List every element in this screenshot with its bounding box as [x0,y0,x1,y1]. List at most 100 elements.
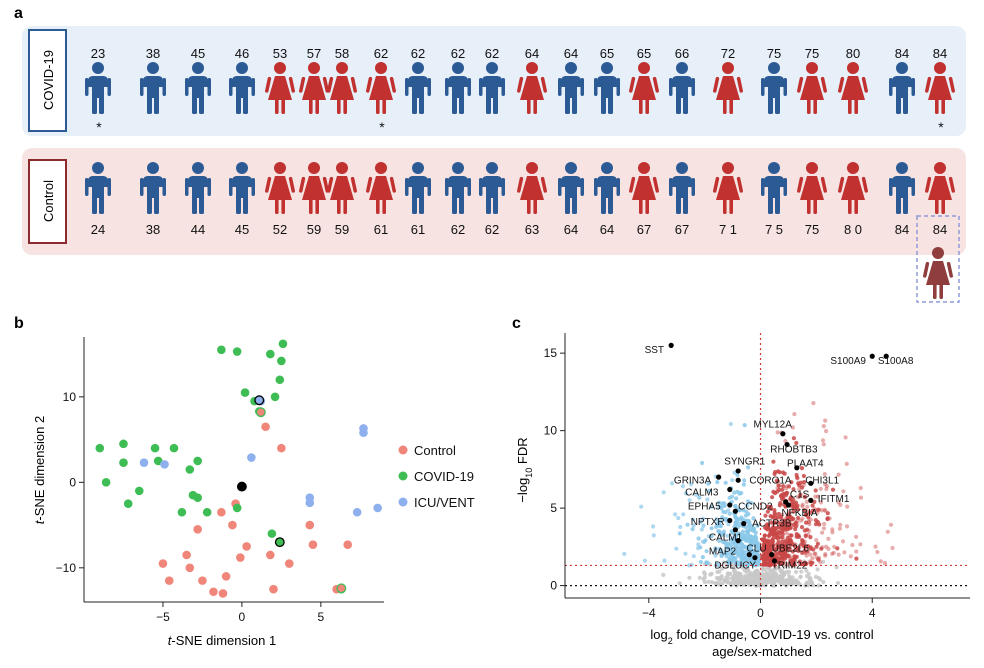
female-person-icon [366,162,396,214]
male-person-icon [185,62,211,114]
volcano-gene-point [790,524,796,529]
volcano-gene-point [821,579,826,585]
matched-control-highlight-box [916,215,960,303]
male-person-icon [229,62,255,114]
volcano-gene-point [781,528,786,533]
volcano-gene-point [760,547,765,553]
volcano-gene-point [802,550,808,555]
tsne-point-covid-19 [153,456,163,466]
volcano-gene-point [830,551,835,557]
volcano-gene-point [721,531,726,536]
volcano-gene-point [826,546,831,552]
tsne-x-tick-label: −5 [156,610,170,624]
volcano-labeled-gene-point [732,508,738,514]
volcano-gene-point [779,521,785,526]
covid-age-label: 38 [146,46,160,61]
male-person-icon [558,62,584,114]
tsne-legend-label: Control [414,443,456,458]
volcano-gene-point [683,551,688,556]
volcano-gene-point [782,545,787,550]
significance-star: * [379,119,385,135]
tsne-point-control [198,576,207,585]
volcano-gene-point [825,511,830,516]
volcano-labeled-gene-point [794,465,800,471]
volcano-gene-point [681,512,686,517]
volcano-gene-point [807,510,812,516]
volcano-gene-point [807,528,812,533]
volcano-gene-point [854,549,859,554]
volcano-labeled-gene-point [716,474,722,480]
panel-letter-b: b [14,315,24,332]
volcano-gene-point [707,488,712,493]
volcano-gene-point [709,571,714,576]
volcano-gene-point [786,515,791,520]
tsne-point-covid-19 [95,443,105,453]
volcano-gene-point [700,539,706,544]
volcano-gene-label: S100A8 [878,356,914,367]
volcano-gene-point [801,539,806,544]
covid-age-label: 62 [374,46,388,61]
control-age-label: 67 [675,222,689,237]
volcano-gene-point [766,540,771,545]
volcano-gene-point [723,578,728,583]
tsne-point-covid-19 [123,499,133,508]
volcano-gene-point [801,541,806,546]
volcano-gene-point [842,550,847,555]
volcano-x-tick-label: −4 [642,606,656,620]
volcano-gene-point [770,495,775,500]
volcano-gene-point [790,425,796,430]
tsne-point-covid-19 [150,443,160,453]
volcano-gene-point [676,516,681,521]
volcano-gene-point [738,572,743,578]
control-age-label: 59 [307,222,321,237]
volcano-gene-point [813,508,818,513]
volcano-gene-point [743,574,748,579]
tsne-x-tick-label: 0 [239,610,246,624]
volcano-gene-point [836,472,841,477]
control-age-label: 52 [273,222,287,237]
volcano-gene-point [661,572,666,578]
volcano-gene-point [748,541,753,546]
volcano-gene-point [826,536,831,541]
female-person-icon [797,62,827,114]
volcano-gene-point [821,442,826,447]
volcano-gene-point [771,583,776,588]
matched-control-figure [923,247,953,299]
volcano-gene-point [787,553,792,558]
tsne-point-covid-19 [232,503,242,513]
volcano-gene-point [724,544,729,549]
volcano-gene-label: GRIN3A [674,475,712,486]
volcano-gene-point [798,492,803,497]
volcano-gene-point [858,485,863,491]
volcano-gene-point [764,577,769,582]
control-group-label-text: Control [41,180,56,222]
volcano-gene-point [775,515,780,520]
volcano-gene-point [836,552,841,557]
volcano-point-cloud [622,401,895,588]
volcano-gene-point [705,497,710,502]
volcano-gene-point [750,528,755,533]
volcano-gene-point [807,522,812,527]
volcano-gene-point [854,534,859,539]
volcano-gene-point [651,533,656,538]
volcano-labeled-gene-point [780,431,786,437]
volcano-gene-point [788,495,794,500]
covid-age-label: 75 [767,46,781,61]
covid-age-label: 57 [307,46,321,61]
volcano-gene-point [712,549,717,554]
volcano-gene-point [696,542,701,547]
covid-group-label: COVID-19 [28,29,67,132]
volcano-gene-point [802,528,808,533]
volcano-gene-point [818,500,824,505]
volcano-gene-label: ACTR3B [752,519,792,530]
volcano-gene-point [728,421,733,427]
volcano-gene-point [765,509,771,514]
tsne-point-control [193,525,202,534]
volcano-gene-point [720,504,725,509]
volcano-gene-point [744,545,749,550]
volcano-gene-point [788,525,793,531]
tsne-x-label: t-SNE dimension 1 [168,633,276,648]
volcano-gene-point [830,530,835,535]
volcano-gene-point [727,558,732,563]
volcano-gene-point [784,484,790,489]
